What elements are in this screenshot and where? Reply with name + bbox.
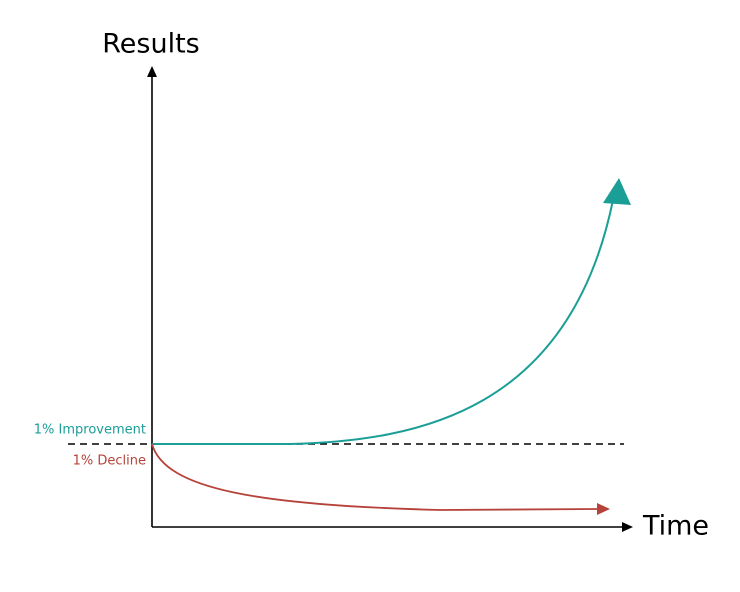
decline-curve — [151, 443, 599, 511]
improvement-arrow — [603, 178, 631, 205]
x-axis-label: Time — [642, 511, 709, 542]
improvement-curve — [152, 199, 614, 445]
y-axis-label: Results — [102, 29, 200, 60]
y-axis-arrow — [147, 66, 157, 77]
decline-arrow — [597, 503, 610, 515]
improvement-label: 1% Improvement — [34, 423, 146, 438]
decline-label: 1% Decline — [73, 454, 146, 469]
x-axis-arrow — [622, 522, 633, 532]
